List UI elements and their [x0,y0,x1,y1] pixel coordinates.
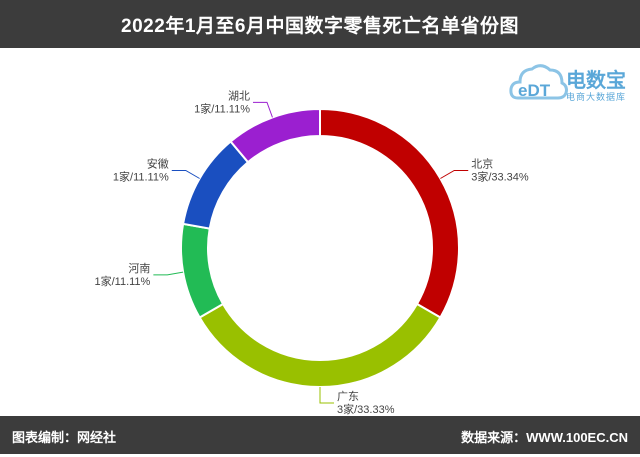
donut-chart: 北京3家/33.34%广东3家/33.33%河南1家/11.11%安徽1家/11… [94,89,528,416]
slice-labels: 北京3家/33.34%广东3家/33.33%河南1家/11.11%安徽1家/11… [94,89,528,416]
leader-广东 [319,387,334,404]
footer-credit: 图表编制：网经社 [12,430,117,445]
slice-name-安徽: 安徽 [147,157,169,171]
leader-安徽 [171,170,200,179]
logo: eDT 电数宝 电商大数据库 [508,58,636,110]
slice-value-安徽: 1家/11.11% [113,170,169,184]
slice-value-湖北: 1家/11.11% [194,101,250,115]
footer: 图表编制：网经社 数据来源：WWW.100EC.CN [0,416,640,454]
slice-name-湖北: 湖北 [228,89,250,102]
chart-title: 2022年1月至6月中国数字零售死亡名单省份图 [0,0,640,48]
leader-湖北 [252,101,273,118]
slice-安徽 [181,140,250,230]
slice-湖北 [229,107,321,164]
slice-value-广东: 3家/33.33% [337,402,395,416]
footer-source: 数据来源：WWW.100EC.CN [461,430,628,445]
slice-name-河南: 河南 [128,262,150,275]
slice-河南 [180,222,225,319]
slice-广东 [198,302,442,389]
slice-北京 [319,107,460,319]
donut-slices [180,107,460,389]
label-leaders [153,101,469,404]
logo-name: 电数宝 [566,70,626,92]
logo-subtitle: 电商大数据库 [566,92,627,102]
leader-北京 [440,170,469,179]
slice-value-河南: 1家/11.11% [94,274,150,288]
slice-name-北京: 北京 [471,157,493,171]
cloud-logo-icon: eDT [509,64,568,100]
leader-河南 [153,271,184,276]
slice-name-广东: 广东 [337,390,359,403]
slice-value-北京: 3家/33.34% [471,170,529,184]
logo-mark: eDT [518,81,551,100]
